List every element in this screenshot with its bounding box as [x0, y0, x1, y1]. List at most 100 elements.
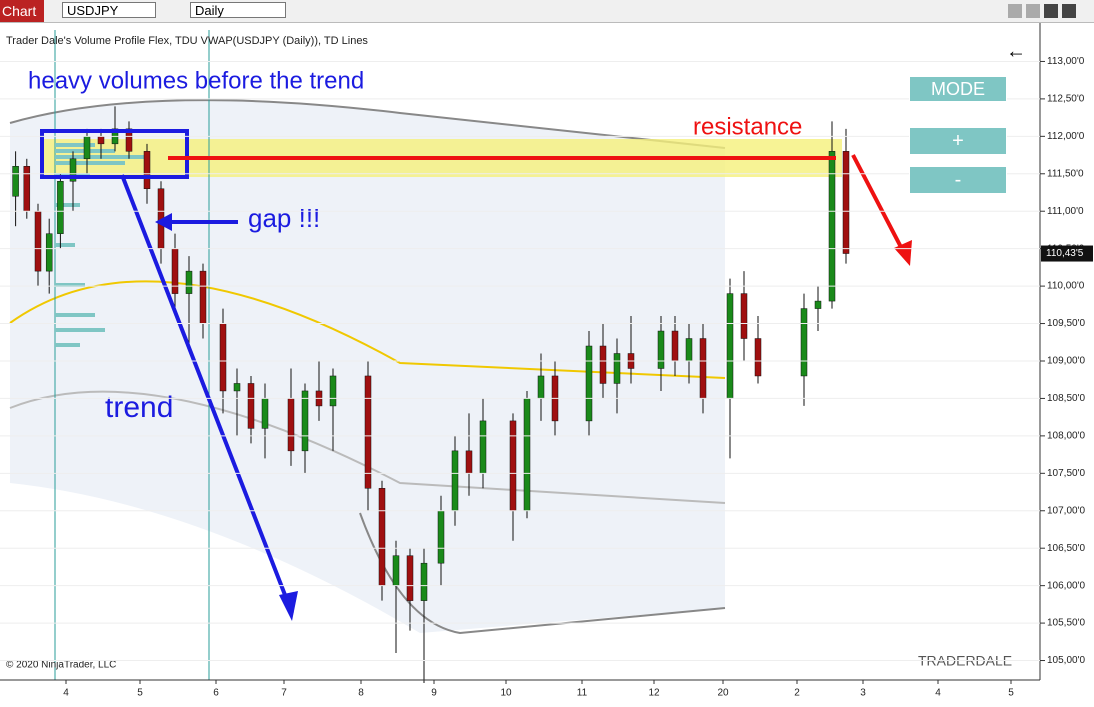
x-tick-label: 4: [935, 688, 941, 699]
x-tick-label: 11: [577, 688, 588, 699]
price-axis: [1040, 23, 1094, 707]
y-tick-label: 106,00'0: [1047, 580, 1085, 591]
annotation: heavy volumes before the trend: [28, 67, 364, 94]
candle-body: [364, 375, 372, 489]
x-tick-label: 5: [137, 688, 143, 699]
down-arrowhead: [894, 240, 912, 266]
candle-body: [378, 488, 386, 586]
candle-body: [392, 555, 400, 586]
candle-body: [699, 338, 707, 399]
candle-body: [685, 338, 693, 362]
back-arrow[interactable]: ←: [1006, 40, 1026, 62]
chart-header: Trader Dale's Volume Profile Flex, TDU V…: [6, 35, 368, 47]
candle-body: [247, 383, 255, 429]
candle-body: [754, 338, 762, 377]
x-tick-label: 9: [431, 688, 437, 699]
candle-body: [261, 398, 269, 429]
candle-body: [537, 375, 545, 399]
trend-arrowhead: [279, 591, 298, 621]
y-tick-label: 113,00'0: [1047, 56, 1085, 67]
candle-body: [657, 330, 665, 369]
candle-body: [465, 450, 473, 474]
y-tick-label: 111,50'0: [1047, 168, 1084, 179]
x-tick-label: 12: [648, 688, 660, 699]
candle-body: [12, 166, 19, 197]
candle-body: [287, 398, 295, 452]
x-tick-label: 8: [358, 688, 364, 699]
x-tick-label: 3: [860, 688, 866, 699]
candle-body: [125, 128, 133, 152]
x-tick-label: 2: [794, 688, 800, 699]
y-tick-label: 109,50'0: [1047, 318, 1085, 329]
copyright: © 2020 NinjaTrader, LLC: [6, 660, 116, 671]
y-tick-label: 112,50'0: [1047, 94, 1085, 105]
x-tick-label: 10: [500, 688, 512, 699]
candle-body: [671, 330, 679, 362]
last-price-box: [1041, 245, 1093, 262]
mode-button[interactable]: MODE: [909, 76, 1007, 102]
x-tick-label: 20: [717, 688, 729, 699]
candle-body: [726, 293, 734, 399]
instrument-select[interactable]: USDJPY: [62, 2, 156, 18]
candle-body: [740, 293, 748, 339]
candle-body: [83, 136, 91, 160]
vwap-bottom: [359, 512, 726, 635]
volume-box: [40, 129, 189, 179]
candle-body: [585, 345, 593, 422]
minus-button[interactable]: -: [909, 166, 1007, 194]
y-tick-label: 111,00'0: [1047, 206, 1084, 217]
candle-body: [599, 345, 607, 384]
chart: Trader Dale's Volume Profile Flex, TDU V…: [0, 23, 1094, 707]
candle-body: [509, 420, 517, 512]
candle-body: [45, 233, 53, 272]
candle-body: [523, 398, 531, 512]
candle-body: [219, 323, 227, 392]
y-tick-label: 110,00'0: [1047, 281, 1085, 292]
candle-body: [233, 383, 241, 392]
vwap-lower: [9, 390, 726, 504]
candle-body: [420, 562, 428, 601]
candle-body: [171, 248, 179, 294]
y-tick-label: 109,00'0: [1047, 356, 1085, 367]
candle-body: [437, 510, 445, 564]
y-tick-label: 107,50'0: [1047, 468, 1085, 479]
candle-body: [34, 210, 42, 272]
x-tick-label: 4: [63, 688, 69, 699]
x-tick-label: 5: [1008, 688, 1014, 699]
period-select[interactable]: Daily: [190, 2, 286, 18]
annotation: gap !!!: [248, 203, 320, 233]
x-tick-label: 6: [213, 688, 219, 699]
candle-body: [814, 300, 822, 309]
candle-body: [451, 450, 459, 512]
candle-body: [57, 181, 64, 234]
plus-button[interactable]: +: [909, 127, 1007, 155]
y-tick-label: 105,00'0: [1047, 655, 1085, 666]
annotation: trend: [105, 391, 173, 424]
candle-body: [97, 136, 105, 145]
candle-body: [828, 151, 836, 302]
candle-body: [613, 353, 621, 384]
candle-body: [199, 270, 207, 324]
last-price-label: 110,43'5: [1046, 248, 1084, 259]
candle-body: [329, 375, 337, 407]
candle-body: [23, 166, 31, 212]
down-arrow: [851, 154, 905, 252]
gap-arrowhead: [155, 213, 172, 231]
candle-body: [406, 555, 414, 601]
candle-body: [143, 151, 151, 190]
x-tick-label: 7: [281, 688, 287, 699]
candle-body: [69, 158, 77, 182]
candle-body: [842, 151, 850, 254]
y-tick-label: 106,50'0: [1047, 543, 1085, 554]
window-controls[interactable]: [1008, 4, 1088, 18]
chart-tab[interactable]: Chart: [0, 0, 44, 22]
y-tick-label: 112,00'0: [1047, 131, 1085, 142]
trend-arrow: [120, 174, 294, 614]
candle-body: [800, 308, 808, 377]
candle-body: [301, 390, 309, 452]
y-tick-label: 107,00'0: [1047, 505, 1085, 516]
candle-body: [185, 270, 193, 294]
candle-body: [479, 420, 487, 474]
y-tick-label: 108,00'0: [1047, 431, 1085, 442]
